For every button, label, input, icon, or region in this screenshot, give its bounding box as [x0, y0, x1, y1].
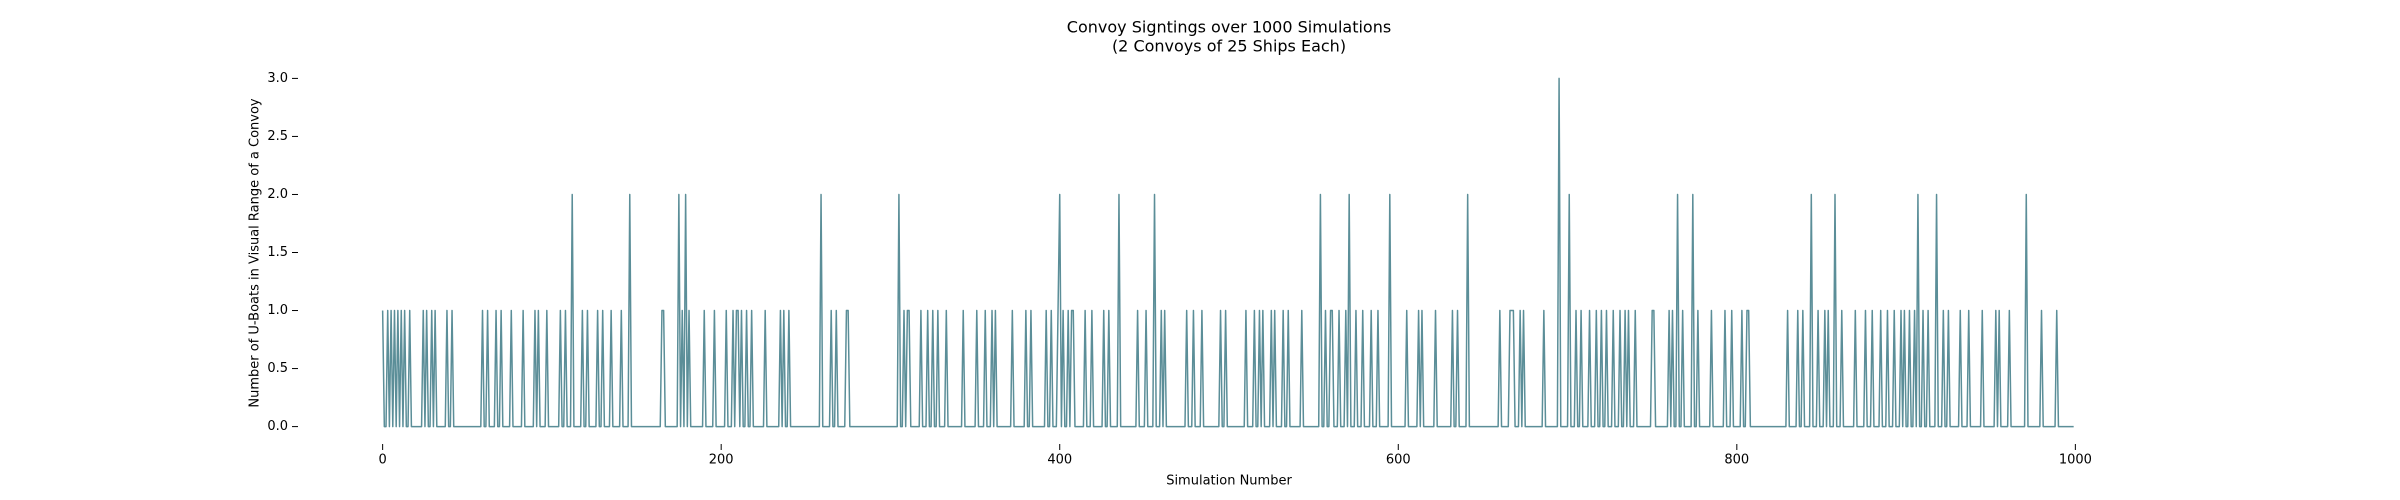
chart-title: Convoy Signtings over 1000 Simulations [1067, 18, 1391, 37]
chart-subtitle: (2 Convoys of 25 Ships Each) [1112, 37, 1346, 56]
y-tick-label: 0.0 [267, 419, 288, 434]
y-tick-label: 3.0 [267, 71, 288, 86]
x-tick-label: 800 [1724, 453, 1749, 468]
y-tick-label: 2.5 [267, 129, 288, 144]
y-tick-label: 1.0 [267, 303, 288, 318]
x-axis-label: Simulation Number [1166, 474, 1292, 489]
x-tick-label: 1000 [2059, 453, 2092, 468]
y-axis-label: Number of U-Boats in Visual Range of a C… [248, 98, 263, 408]
line [381, 77, 2074, 428]
y-tick-label: 2.0 [267, 187, 288, 202]
y-tick-label: 1.5 [267, 245, 288, 260]
x-tick-label: 200 [709, 453, 734, 468]
x-tick-label: 400 [1047, 453, 1072, 468]
x-tick-label: 600 [1386, 453, 1411, 468]
x-tick-label: 0 [378, 453, 386, 468]
y-tick-label: 0.5 [267, 361, 288, 376]
